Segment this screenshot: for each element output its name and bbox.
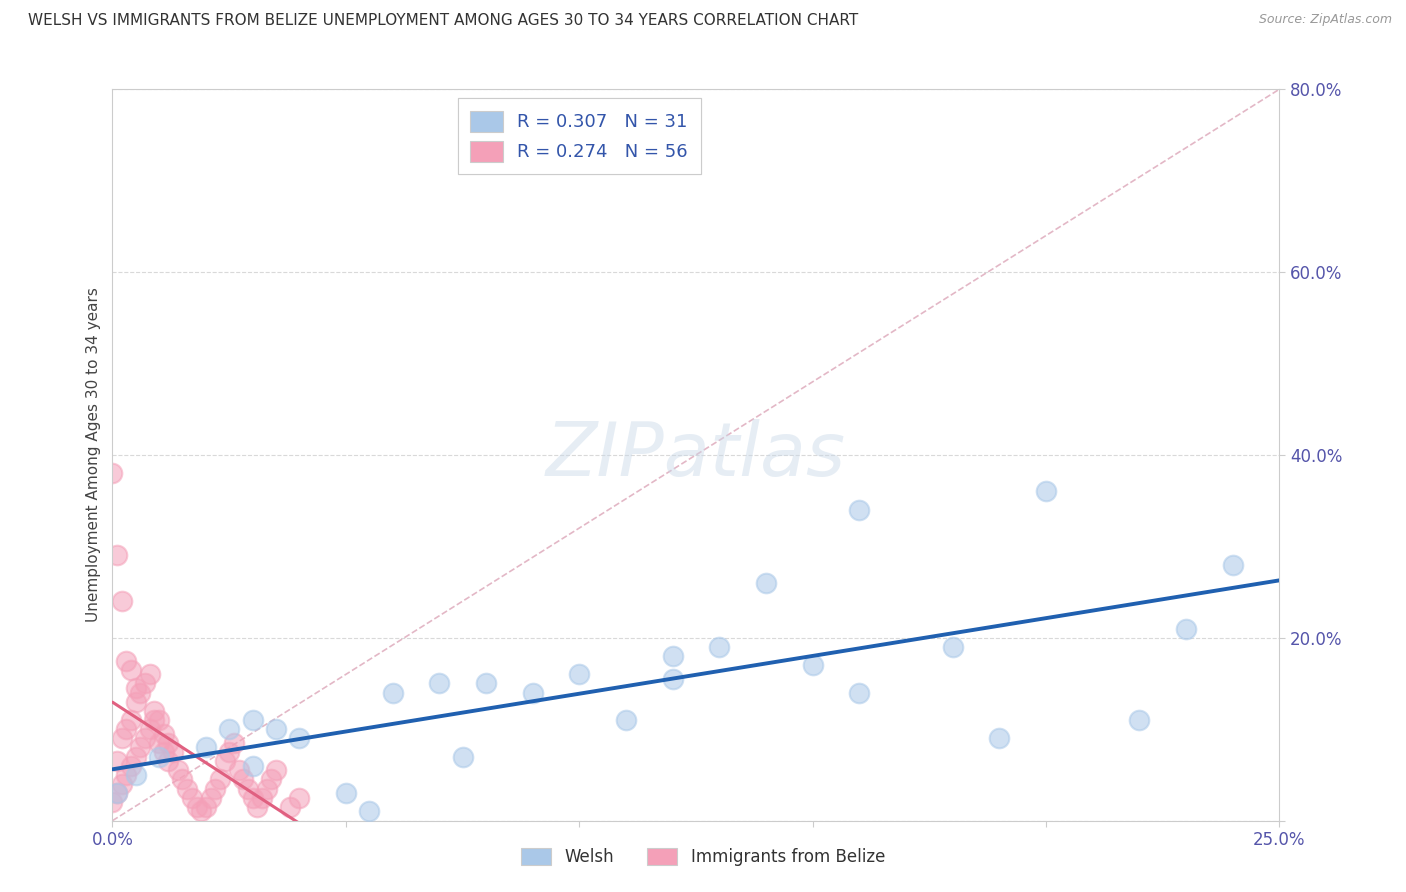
- Point: [242, 758, 264, 772]
- Point: [190, 805, 212, 819]
- Point: [214, 754, 236, 768]
- Point: [661, 649, 683, 664]
- Legend: R = 0.307   N = 31, R = 0.274   N = 56: R = 0.307 N = 31, R = 0.274 N = 56: [458, 98, 700, 174]
- Point: [988, 731, 1011, 746]
- Point: [232, 772, 254, 787]
- Point: [801, 658, 824, 673]
- Point: [236, 781, 259, 796]
- Point: [228, 764, 250, 778]
- Point: [166, 764, 188, 778]
- Point: [134, 731, 156, 746]
- Point: [111, 594, 134, 608]
- Point: [105, 754, 128, 768]
- Point: [143, 704, 166, 718]
- Point: [125, 695, 148, 709]
- Point: [115, 654, 138, 668]
- Point: [475, 676, 498, 690]
- Point: [451, 749, 474, 764]
- Point: [125, 681, 148, 695]
- Point: [139, 667, 162, 681]
- Point: [242, 713, 264, 727]
- Point: [129, 685, 152, 699]
- Point: [204, 781, 226, 796]
- Point: [139, 723, 162, 737]
- Point: [115, 768, 138, 782]
- Point: [942, 640, 965, 654]
- Point: [522, 685, 544, 699]
- Point: [172, 772, 194, 787]
- Point: [1128, 713, 1150, 727]
- Point: [208, 772, 231, 787]
- Point: [264, 764, 287, 778]
- Point: [162, 745, 184, 759]
- Point: [222, 736, 245, 750]
- Point: [848, 502, 870, 516]
- Point: [661, 672, 683, 686]
- Point: [568, 667, 591, 681]
- Point: [148, 713, 170, 727]
- Point: [260, 772, 283, 787]
- Point: [1175, 622, 1198, 636]
- Point: [180, 790, 202, 805]
- Point: [153, 727, 176, 741]
- Point: [194, 800, 217, 814]
- Point: [755, 576, 778, 591]
- Point: [278, 800, 301, 814]
- Point: [381, 685, 404, 699]
- Text: ZIPatlas: ZIPatlas: [546, 419, 846, 491]
- Point: [115, 723, 138, 737]
- Point: [256, 781, 278, 796]
- Point: [129, 740, 152, 755]
- Point: [157, 754, 180, 768]
- Point: [709, 640, 731, 654]
- Point: [1035, 484, 1057, 499]
- Point: [148, 749, 170, 764]
- Point: [176, 781, 198, 796]
- Point: [105, 786, 128, 800]
- Text: Source: ZipAtlas.com: Source: ZipAtlas.com: [1258, 13, 1392, 27]
- Point: [157, 736, 180, 750]
- Point: [153, 745, 176, 759]
- Point: [614, 713, 637, 727]
- Point: [111, 777, 134, 791]
- Point: [218, 723, 240, 737]
- Point: [848, 685, 870, 699]
- Point: [120, 713, 142, 727]
- Point: [335, 786, 357, 800]
- Point: [427, 676, 450, 690]
- Point: [200, 790, 222, 805]
- Point: [120, 663, 142, 677]
- Point: [111, 731, 134, 746]
- Point: [105, 549, 128, 563]
- Legend: Welsh, Immigrants from Belize: Welsh, Immigrants from Belize: [513, 840, 893, 875]
- Point: [125, 768, 148, 782]
- Point: [264, 723, 287, 737]
- Point: [250, 790, 273, 805]
- Point: [1222, 558, 1244, 572]
- Point: [101, 796, 124, 810]
- Point: [242, 790, 264, 805]
- Point: [125, 749, 148, 764]
- Point: [359, 805, 381, 819]
- Point: [148, 736, 170, 750]
- Text: WELSH VS IMMIGRANTS FROM BELIZE UNEMPLOYMENT AMONG AGES 30 TO 34 YEARS CORRELATI: WELSH VS IMMIGRANTS FROM BELIZE UNEMPLOY…: [28, 13, 859, 29]
- Point: [101, 466, 124, 480]
- Y-axis label: Unemployment Among Ages 30 to 34 years: Unemployment Among Ages 30 to 34 years: [86, 287, 101, 623]
- Point: [120, 758, 142, 772]
- Point: [288, 731, 311, 746]
- Point: [105, 786, 128, 800]
- Point: [143, 713, 166, 727]
- Point: [186, 800, 208, 814]
- Point: [134, 676, 156, 690]
- Point: [246, 800, 269, 814]
- Point: [194, 740, 217, 755]
- Point: [218, 745, 240, 759]
- Point: [288, 790, 311, 805]
